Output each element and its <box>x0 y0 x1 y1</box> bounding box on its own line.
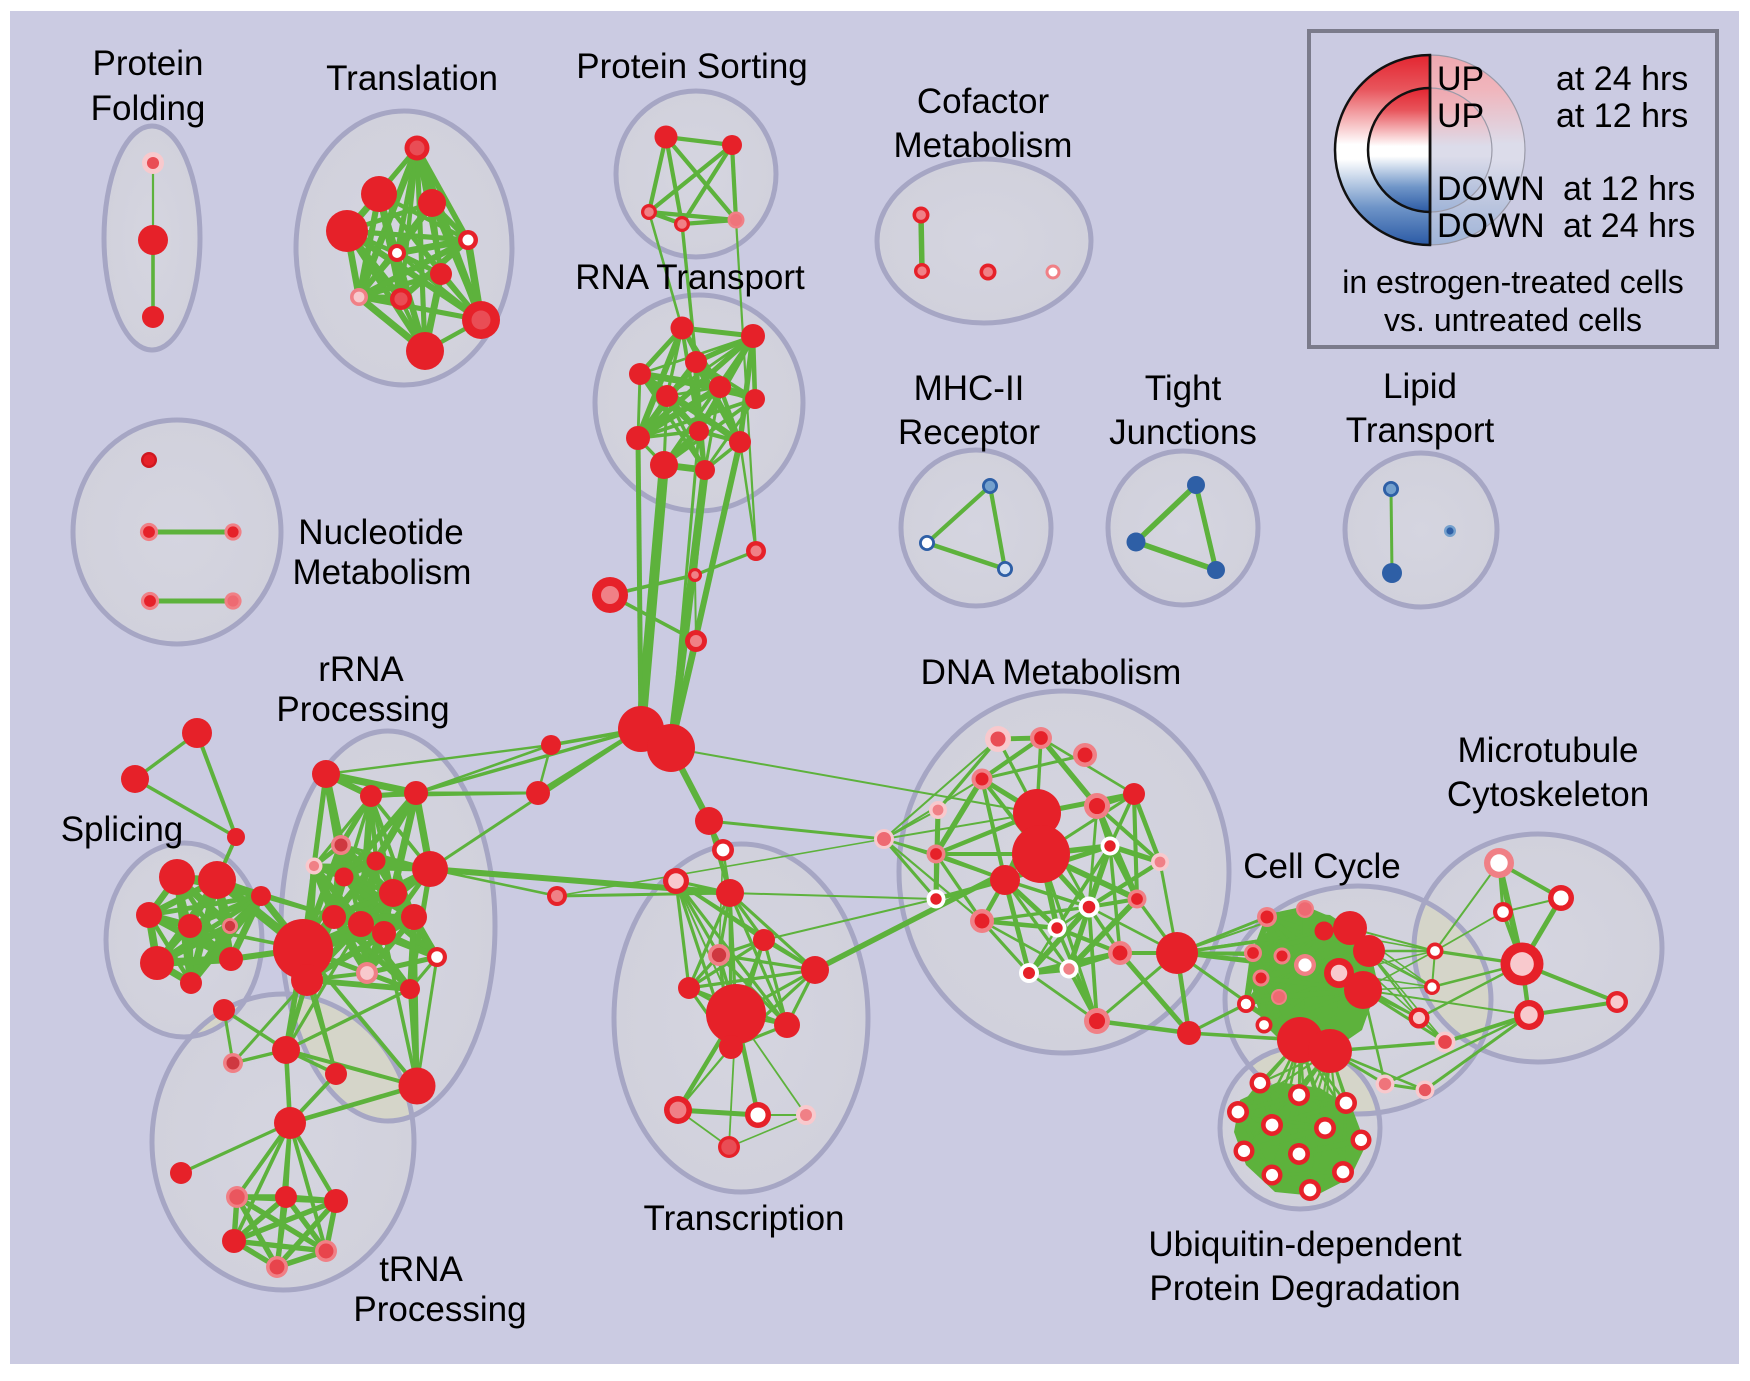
svg-text:Transcription: Transcription <box>644 1199 845 1238</box>
svg-text:Splicing: Splicing <box>61 810 184 849</box>
svg-text:Metabolism: Metabolism <box>293 553 472 592</box>
svg-text:Microtubule: Microtubule <box>1458 731 1639 770</box>
svg-text:in estrogen-treated cells: in estrogen-treated cells <box>1342 264 1684 300</box>
svg-text:UP: UP <box>1437 60 1484 98</box>
svg-text:Cytoskeleton: Cytoskeleton <box>1447 775 1649 814</box>
svg-text:Processing: Processing <box>353 1290 526 1329</box>
svg-text:Cofactor: Cofactor <box>917 82 1050 121</box>
svg-text:Processing: Processing <box>276 690 449 729</box>
svg-text:rRNA: rRNA <box>318 650 404 689</box>
svg-text:Tight: Tight <box>1145 369 1222 408</box>
svg-text:Lipid: Lipid <box>1383 367 1457 406</box>
svg-text:DOWN: DOWN <box>1437 170 1545 208</box>
svg-text:Metabolism: Metabolism <box>894 126 1073 165</box>
svg-text:at 12 hrs: at 12 hrs <box>1563 170 1695 208</box>
svg-text:Translation: Translation <box>326 59 498 98</box>
svg-text:vs. untreated cells: vs. untreated cells <box>1384 302 1642 338</box>
svg-text:DOWN: DOWN <box>1437 207 1545 245</box>
svg-text:Protein: Protein <box>93 44 204 83</box>
svg-text:Protein Sorting: Protein Sorting <box>576 47 808 86</box>
svg-text:Nucleotide: Nucleotide <box>298 513 463 552</box>
svg-text:UP: UP <box>1437 97 1484 135</box>
svg-text:MHC-II: MHC-II <box>914 369 1025 408</box>
svg-text:at 24 hrs: at 24 hrs <box>1556 60 1688 98</box>
svg-text:Junctions: Junctions <box>1109 413 1257 452</box>
svg-text:Transport: Transport <box>1346 411 1495 450</box>
svg-text:at 24 hrs: at 24 hrs <box>1563 207 1695 245</box>
svg-text:Folding: Folding <box>91 89 206 128</box>
svg-text:tRNA: tRNA <box>379 1250 463 1289</box>
svg-text:DNA Metabolism: DNA Metabolism <box>921 653 1182 692</box>
svg-text:Cell Cycle: Cell Cycle <box>1243 847 1401 886</box>
svg-text:Ubiquitin-dependent: Ubiquitin-dependent <box>1148 1225 1462 1264</box>
svg-text:Protein Degradation: Protein Degradation <box>1149 1269 1460 1308</box>
svg-text:at 12 hrs: at 12 hrs <box>1556 97 1688 135</box>
svg-text:RNA Transport: RNA Transport <box>575 258 805 297</box>
svg-text:Receptor: Receptor <box>898 413 1040 452</box>
